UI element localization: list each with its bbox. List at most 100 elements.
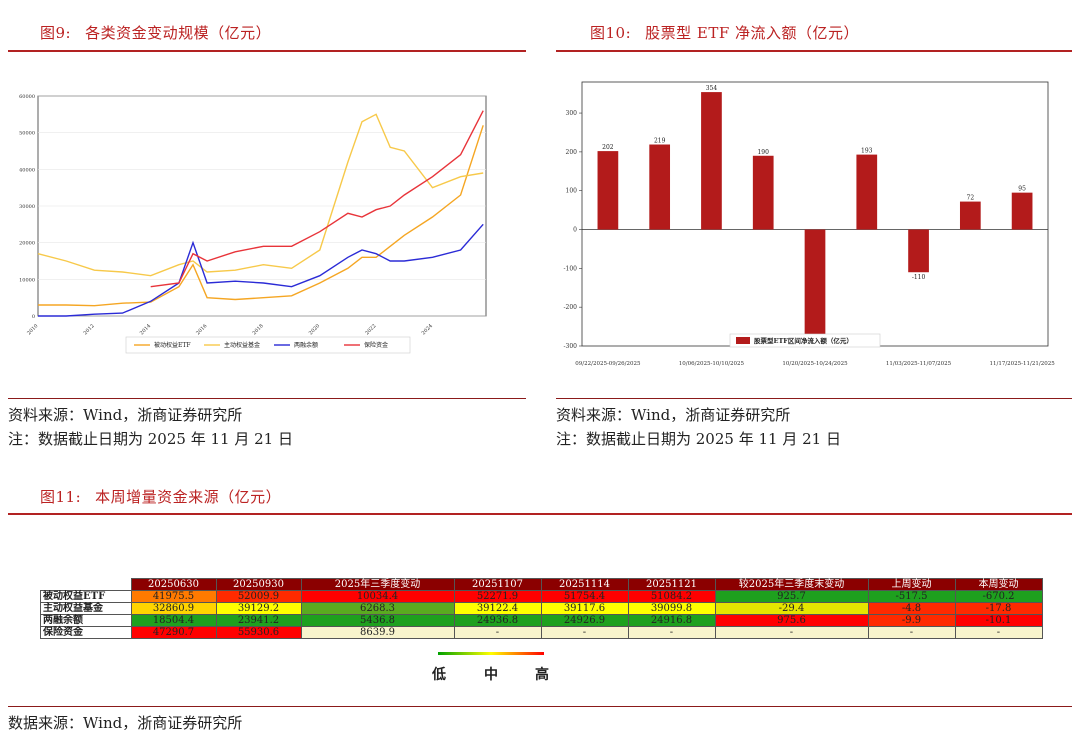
fig10-number: 图10: — [590, 24, 632, 42]
chart-legend: 被动权益ETF 主动权益基金 两融余额 保险资金 — [125, 336, 411, 354]
bar-data-label: 95 — [1018, 186, 1026, 193]
series-line — [150, 110, 484, 288]
fig10-note: 注：数据截止日期为 2025 年 11 月 21 日 — [556, 430, 841, 448]
heatmap-cell: -17.8 — [954, 602, 1043, 615]
y-tick-label: 10000 — [19, 277, 35, 283]
heatmap-cell: - — [540, 626, 629, 639]
fig9-source: 资料来源：Wind，浙商证券研究所 — [8, 406, 243, 424]
y-tick-label: -100 — [564, 265, 578, 272]
heatmap-row-label: 保险资金 — [40, 626, 132, 639]
y-tick-label: 20000 — [19, 241, 35, 247]
y-tick-label: -300 — [564, 343, 578, 350]
heatmap-row: 保险资金 47290.7 55930.6 8639.9- - - - - - — [40, 626, 1043, 639]
heatmap-cell: 24936.8 — [453, 614, 542, 627]
heatmap-column-header: 20251114 — [540, 578, 629, 591]
bar — [959, 201, 981, 230]
heatmap-cell: 10034.4 — [300, 590, 455, 603]
x-tick-label: 09/22/2025-09/26/2025 — [575, 361, 641, 367]
heatmap-cell: 39117.6 — [540, 602, 629, 615]
fig9-number: 图9: — [40, 24, 72, 42]
bar-data-label: -110 — [912, 274, 926, 281]
heatmap-column-header: 20250630 — [130, 578, 217, 591]
heatmap-column-header: 20250930 — [215, 578, 302, 591]
x-tick-label: 11/03/2025-11/07/2025 — [886, 361, 952, 367]
y-tick-label: 0 — [573, 227, 577, 234]
y-tick-label: 60000 — [19, 94, 35, 100]
series-line — [37, 113, 484, 277]
heatmap-column-header: 2025年三季度变动 — [300, 578, 455, 591]
heatmap-corner — [40, 578, 131, 591]
heatmap-cell: 8639.9 — [300, 626, 455, 639]
heatmap-cell: 32860.9 — [130, 602, 217, 615]
heatmap-cell: 47290.7 — [130, 626, 217, 639]
heatmap-column-header: 较2025年三季度末变动 — [714, 578, 869, 591]
legend-label: 保险资金 — [364, 341, 388, 349]
fig10-title-text: 股票型 ETF 净流入额（亿元） — [645, 24, 860, 42]
heatmap-cell: 55930.6 — [215, 626, 302, 639]
legend-label: 股票型ETF区间净流入额（亿元） — [754, 336, 853, 345]
bar-data-label: 193 — [861, 148, 873, 155]
heatmap-header-row: 20250630 20250930 2025年三季度变动 20251107 202511… — [40, 578, 1043, 591]
heatmap-cell: 39122.4 — [453, 602, 542, 615]
fig9-chart-svg: 0 10000 20000 30000 40000 50000 60000 2010 2012 2… — [19, 94, 487, 354]
x-tick-label: 2018 — [252, 323, 265, 336]
heatmap-cell: 51084.2 — [627, 590, 716, 603]
bar-data-label: 190 — [757, 149, 769, 156]
x-tick-label: 2014 — [139, 323, 152, 336]
heatmap-column-header: 上周变动 — [867, 578, 956, 591]
heatmap-row: 两融余额 18504.4 23941.2 5436.8 24936.8 24926.9 24… — [40, 614, 1043, 627]
bar-data-label: 219 — [654, 138, 666, 145]
heatmap-cell: 18504.4 — [130, 614, 217, 627]
y-tick-label: 40000 — [19, 167, 35, 173]
bar — [752, 155, 774, 230]
heatmap-cell: 975.6 — [714, 614, 869, 627]
fig10-rule — [556, 50, 1072, 52]
heatmap-cell: 41975.5 — [130, 590, 217, 603]
legend-label: 被动权益ETF — [154, 341, 191, 349]
heatmap-cell: -9.9 — [867, 614, 956, 627]
bar — [1011, 192, 1033, 230]
fig10-bar-chart: -300 -200 -100 0 100 200 300 202 09/22/2025-09/2… — [556, 78, 1072, 378]
bar-data-label: 354 — [706, 85, 718, 92]
heatmap-color-scale — [438, 652, 544, 655]
y-tick-label: 200 — [566, 149, 578, 156]
bar — [701, 92, 722, 230]
heatmap-cell: 39129.2 — [215, 602, 302, 615]
series-line — [38, 223, 484, 317]
heatmap-cell: - — [627, 626, 716, 639]
legend-mid-label: 中 — [484, 667, 498, 683]
heatmap-cell: - — [954, 626, 1043, 639]
heatmap-cell: -29.4 — [714, 602, 869, 615]
x-tick-label: 2010 — [26, 323, 39, 336]
heatmap-cell: 5436.8 — [300, 614, 455, 627]
legend-high-label: 高 — [535, 667, 549, 683]
x-tick-label: 11/17/2025-11/21/2025 — [989, 361, 1055, 367]
x-tick-label: 2020 — [308, 323, 321, 336]
fig9-note: 注：数据截止日期为 2025 年 11 月 21 日 — [8, 430, 293, 448]
x-tick-label: 2024 — [421, 323, 434, 336]
heatmap-cell: 52271.9 — [453, 590, 542, 603]
heatmap-row: 主动权益基金 32860.9 39129.2 6268.3 39122.4 39117.6… — [40, 602, 1043, 615]
heatmap-cell: 24916.8 — [627, 614, 716, 627]
heatmap-cell: 24926.9 — [540, 614, 629, 627]
heatmap-cell: 23941.2 — [215, 614, 302, 627]
heatmap-cell: 6268.3 — [300, 602, 455, 615]
heatmap-cell: 52009.9 — [215, 590, 302, 603]
fig10-title: 图10: 股票型 ETF 净流入额（亿元） — [590, 22, 859, 43]
fig10-source: 资料来源：Wind，浙商证券研究所 — [556, 406, 791, 424]
legend-box — [729, 333, 881, 348]
fig11-title: 图11: 本周增量资金来源（亿元） — [40, 486, 281, 507]
heatmap-cell: 39099.8 — [627, 602, 716, 615]
bar — [649, 144, 671, 230]
y-tick-label: 100 — [566, 188, 578, 195]
fig11-title-text: 本周增量资金来源（亿元） — [95, 488, 282, 506]
y-tick-label: 50000 — [19, 131, 35, 137]
fig9-bottom-rule — [8, 398, 526, 399]
legend-swatch — [736, 337, 750, 344]
fig10-chart-svg: -300 -200 -100 0 100 200 300 202 09/22/2025-09/2… — [564, 81, 1055, 367]
bar — [908, 229, 929, 273]
heatmap-row-label: 两融余额 — [40, 614, 132, 627]
fig9-rule — [8, 50, 526, 52]
fig11-source: 数据来源：Wind，浙商证券研究所 — [8, 714, 243, 732]
fig9-title-text: 各类资金变动规模（亿元） — [85, 24, 272, 42]
